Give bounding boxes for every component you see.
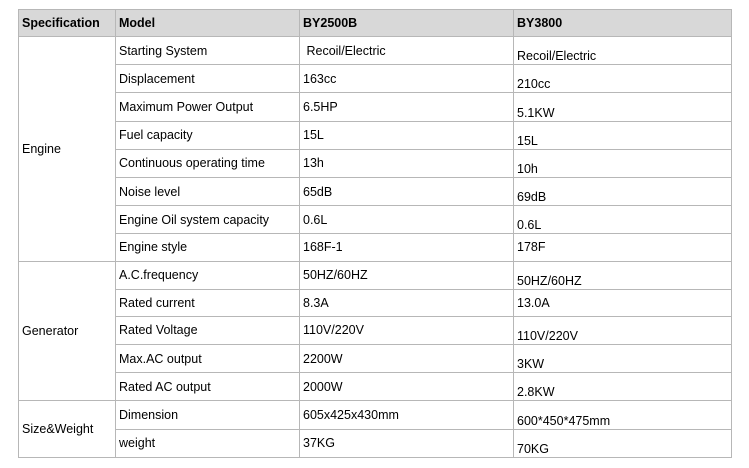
- spec-table: Specification Model BY2500B BY3800 Engin…: [18, 9, 732, 458]
- row-label: Dimension: [115, 400, 300, 430]
- header-row: Specification Model BY2500B BY3800: [18, 9, 732, 37]
- by2500b-value: 110V/220V: [299, 315, 514, 346]
- by2500b-value: 605x425x430mm: [299, 400, 514, 430]
- header-by2500b: BY2500B: [299, 9, 514, 37]
- row-label: Displacement: [115, 64, 300, 94]
- row-label: weight: [115, 428, 300, 458]
- by3800-value: Recoil/Electric: [513, 35, 732, 66]
- table-row: Generator A.C.frequency 50HZ/60HZ 50HZ/6…: [18, 260, 732, 402]
- by2500b-value: 37KG: [299, 428, 514, 458]
- row-label: Fuel capacity: [115, 120, 300, 150]
- table-row: Rated current 8.3A 13.0A: [19, 288, 732, 317]
- row-label: Max.AC output: [115, 344, 300, 374]
- table-row: Rated Voltage 110V/220V 110V/220V: [19, 315, 732, 346]
- row-label: Engine style: [115, 233, 300, 262]
- by2500b-value: 2000W: [299, 372, 514, 402]
- table-row: Maximum Power Output 6.5HP 5.1KW: [19, 92, 732, 122]
- by3800-value: 0.6L: [513, 205, 732, 235]
- by2500b-value: 2200W: [299, 344, 514, 374]
- row-label: Noise level: [115, 176, 300, 207]
- by3800-value: 70KG: [513, 428, 732, 458]
- row-label: Rated AC output: [115, 372, 300, 402]
- by3800-value: 178F: [513, 233, 732, 262]
- by2500b-value: 168F-1: [299, 233, 514, 262]
- by3800-value: 5.1KW: [513, 92, 732, 122]
- by3800-value: 13.0A: [513, 288, 732, 317]
- header-by3800: BY3800: [513, 9, 732, 37]
- by3800-value: 69dB: [513, 176, 732, 207]
- by3800-value: 15L: [513, 120, 732, 150]
- table-row: weight 37KG 70KG: [19, 428, 732, 458]
- by2500b-value: 13h: [299, 148, 514, 178]
- category-generator: Generator: [18, 260, 116, 402]
- table-row: Max.AC output 2200W 3KW: [19, 344, 732, 374]
- by3800-value: 2.8KW: [513, 372, 732, 402]
- row-label: Rated Voltage: [115, 315, 300, 346]
- by3800-value: 110V/220V: [513, 315, 732, 346]
- table-row: Rated AC output 2000W 2.8KW: [19, 372, 732, 402]
- by3800-value: 3KW: [513, 344, 732, 374]
- table-row: Engine style 168F-1 178F: [19, 233, 732, 262]
- category-engine: Engine: [18, 36, 116, 262]
- by2500b-value: 15L: [299, 120, 514, 150]
- table-row: Noise level 65dB 69dB: [19, 176, 732, 207]
- row-label: Maximum Power Output: [115, 92, 300, 122]
- table-row: Fuel capacity 15L 15L: [19, 120, 732, 150]
- row-label: Engine Oil system capacity: [115, 205, 300, 235]
- category-size-weight: Size&Weight: [18, 400, 116, 458]
- table-row: Continuous operating time 13h 10h: [19, 148, 732, 178]
- by3800-value: 600*450*475mm: [513, 400, 732, 430]
- table-row: Size&Weight Dimension 605x425x430mm 600*…: [18, 400, 732, 458]
- row-label: A.C.frequency: [115, 260, 300, 290]
- by2500b-value: 65dB: [299, 176, 514, 207]
- by3800-value: 210cc: [513, 64, 732, 94]
- row-label: Starting System: [115, 35, 300, 66]
- by2500b-value: 163cc: [299, 64, 514, 94]
- row-label: Continuous operating time: [115, 148, 300, 178]
- by2500b-value: 50HZ/60HZ: [299, 260, 514, 290]
- row-label: Rated current: [115, 288, 300, 317]
- table-row: Displacement 163cc 210cc: [19, 64, 732, 94]
- by2500b-value: 8.3A: [299, 288, 514, 317]
- header-model: Model: [115, 9, 300, 37]
- table-row: Engine Starting System Recoil/Electric R…: [18, 35, 732, 262]
- by2500b-value: Recoil/Electric: [299, 35, 514, 66]
- by3800-value: 10h: [513, 148, 732, 178]
- by3800-value: 50HZ/60HZ: [513, 260, 732, 290]
- table-row: Engine Oil system capacity 0.6L 0.6L: [19, 205, 732, 235]
- by2500b-value: 0.6L: [299, 205, 514, 235]
- by2500b-value: 6.5HP: [299, 92, 514, 122]
- header-specification: Specification: [18, 9, 116, 37]
